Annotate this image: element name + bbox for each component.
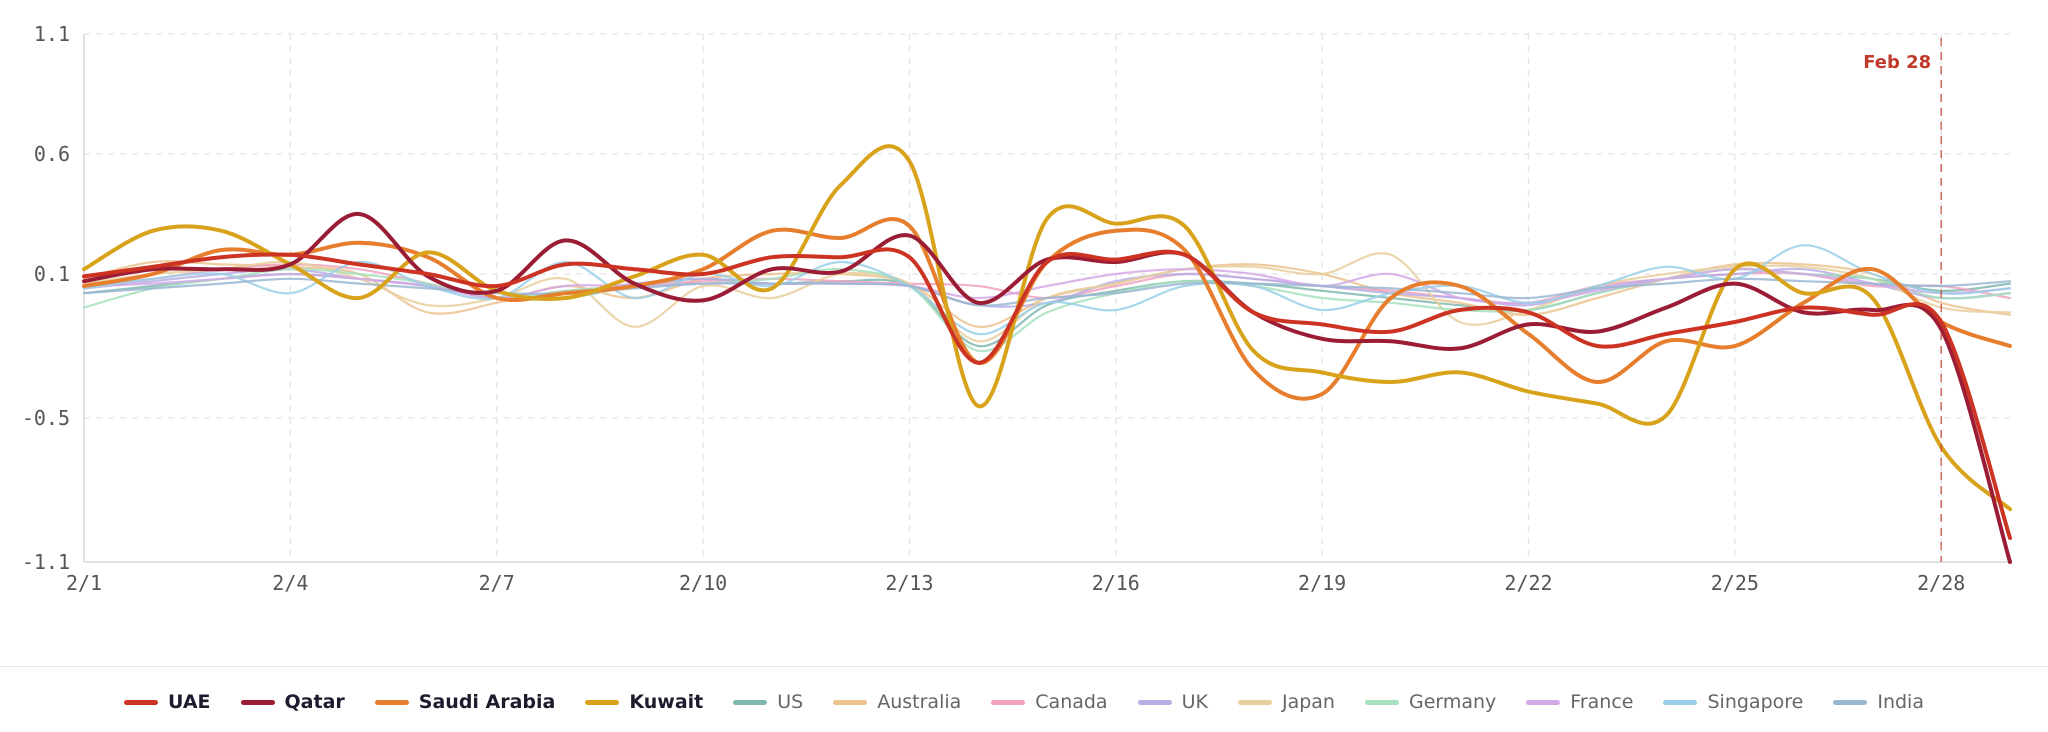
- series-line-uae[interactable]: [82, 247, 2012, 540]
- legend-label: Australia: [877, 691, 962, 713]
- legend-item-germany[interactable]: Germany: [1364, 691, 1497, 713]
- series-line-singapore[interactable]: [82, 244, 2012, 336]
- legend-label: UK: [1181, 691, 1208, 713]
- legend-item-canada[interactable]: Canada: [991, 691, 1108, 713]
- axis-layer: [83, 34, 2010, 563]
- series-line-kuwait[interactable]: [82, 144, 2012, 512]
- legend-label: Germany: [1408, 691, 1497, 713]
- x-tick-label: 2/1: [66, 571, 102, 595]
- y-tick-label: -0.5: [22, 406, 70, 430]
- legend-swatch: [240, 699, 275, 705]
- legend-swatch: [585, 699, 620, 705]
- x-tick-label: 2/4: [272, 571, 308, 595]
- legend-item-australia[interactable]: Australia: [833, 691, 961, 713]
- y-tick-label: 1.1: [34, 22, 70, 46]
- series-line-france[interactable]: [82, 267, 2012, 305]
- legend-item-france[interactable]: France: [1526, 691, 1633, 713]
- legend-swatch: [1364, 699, 1399, 705]
- y-tick-label: 0.6: [34, 142, 70, 166]
- legend-swatch: [833, 699, 868, 705]
- y-tick-label: -1.1: [22, 550, 70, 574]
- tick-label-layer: 1.1 0.6 0.1 -0.5 -1.12/1 2/4 2/7 2/10 2/13 2/16 2/…: [22, 22, 1965, 595]
- series-line-saudi-arabia[interactable]: [82, 217, 2012, 401]
- legend-label: Singapore: [1707, 691, 1804, 713]
- date-marker: Feb 28: [1863, 38, 1943, 562]
- legend-item-saudi-arabia[interactable]: Saudi Arabia: [374, 691, 556, 713]
- y-tick-label: 0.1: [34, 262, 70, 286]
- legend-swatch: [124, 699, 158, 705]
- legend-swatch: [991, 699, 1026, 705]
- legend-item-qatar[interactable]: Qatar: [240, 691, 345, 713]
- legend-label: Canada: [1035, 691, 1108, 713]
- legend-label: France: [1570, 691, 1634, 713]
- legend-item-kuwait[interactable]: Kuwait: [585, 691, 703, 713]
- legend-swatch: [1237, 699, 1272, 705]
- legend-label: Qatar: [284, 691, 345, 713]
- x-tick-label: 2/7: [479, 571, 515, 595]
- legend-label: UAE: [168, 691, 211, 713]
- legend-swatch: [1833, 699, 1868, 705]
- x-tick-label: 2/19: [1298, 571, 1346, 595]
- legend-swatch: [1526, 699, 1561, 705]
- legend-item-uae[interactable]: UAE: [124, 691, 211, 713]
- x-tick-label: 2/28: [1917, 571, 1965, 595]
- legend-divider: [0, 666, 2048, 667]
- legend-label: US: [777, 691, 804, 713]
- x-tick-label: 2/10: [679, 571, 727, 595]
- legend-label: Kuwait: [629, 691, 704, 713]
- legend-swatch: [1663, 699, 1698, 705]
- marker-label: Feb 28: [1863, 52, 1931, 73]
- legend-label: Japan: [1281, 691, 1335, 713]
- series-line-india[interactable]: [82, 277, 2012, 307]
- legend-item-india[interactable]: India: [1833, 691, 1924, 713]
- legend-label: Saudi Arabia: [418, 691, 556, 713]
- legend-swatch: [374, 699, 409, 705]
- legend-swatch: [1137, 699, 1172, 705]
- x-tick-label: 2/16: [1092, 571, 1140, 595]
- legend-item-us[interactable]: US: [733, 691, 803, 713]
- legend: UAE Qatar Saudi Arabia Kuwait US Australia Can…: [0, 682, 2048, 722]
- x-tick-label: 2/25: [1711, 571, 1759, 595]
- legend-label: India: [1877, 691, 1924, 713]
- legend-item-japan[interactable]: Japan: [1237, 691, 1335, 713]
- x-tick-label: 2/22: [1504, 571, 1552, 595]
- x-tick-label: 2/13: [885, 571, 933, 595]
- legend-swatch: [733, 699, 768, 705]
- series-layer: [82, 144, 2012, 564]
- legend-item-uk[interactable]: UK: [1137, 691, 1208, 713]
- line-chart: Feb 28 1.1 0.6 0.1 -0.5 -1.12/1 2/4 2/7 2/10 2/1…: [22, 22, 2012, 595]
- legend-item-singapore[interactable]: Singapore: [1663, 691, 1803, 713]
